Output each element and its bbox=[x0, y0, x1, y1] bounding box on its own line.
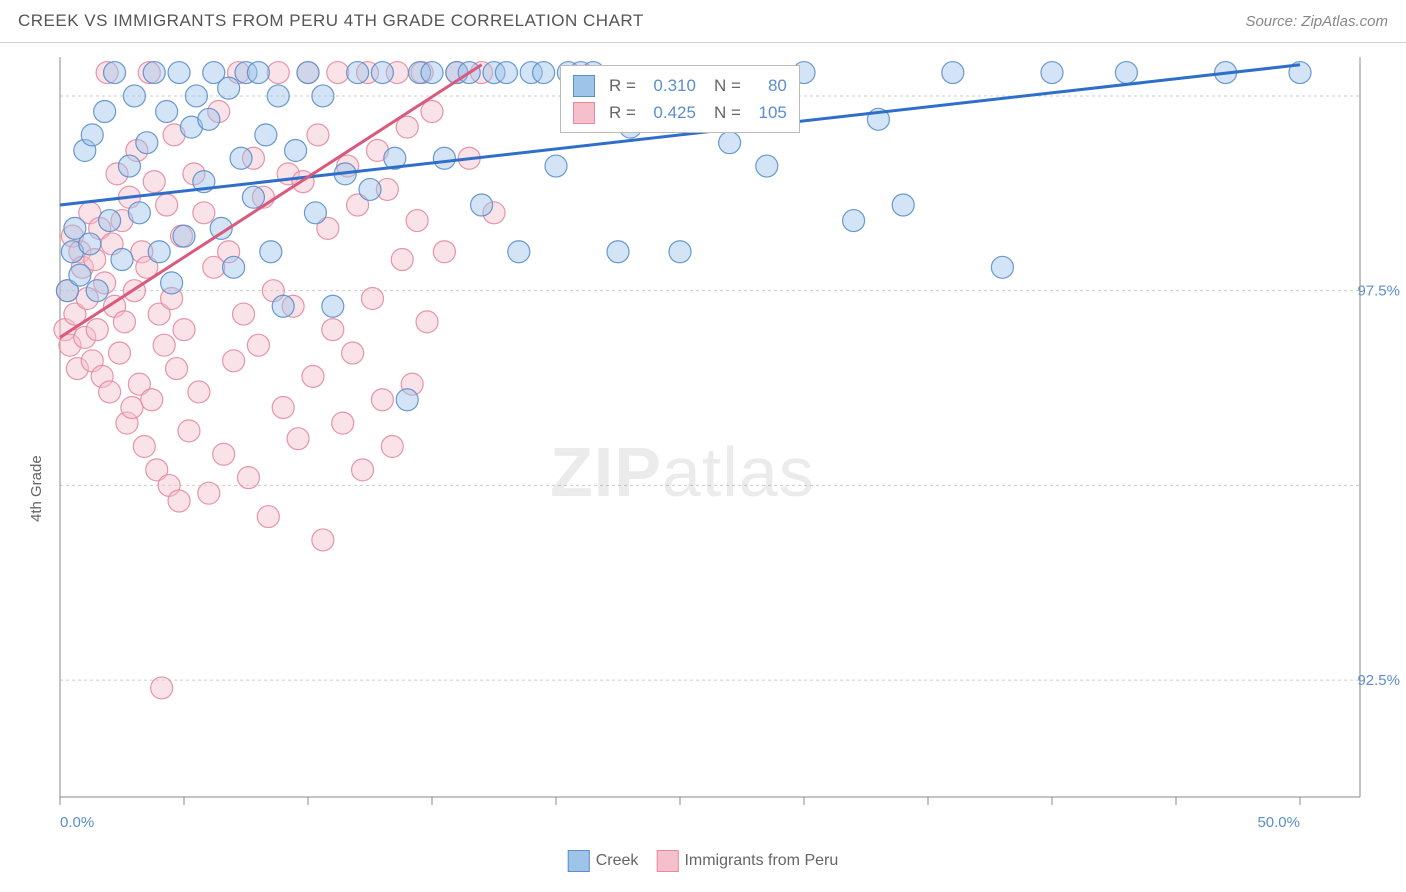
chart-source: Source: ZipAtlas.com bbox=[1245, 13, 1388, 30]
svg-text:92.5%: 92.5% bbox=[1357, 672, 1400, 689]
plot-container: 92.5%97.5%0.0%50.0% 4th Grade ZIPatlas R… bbox=[0, 42, 1406, 892]
svg-text:50.0%: 50.0% bbox=[1257, 814, 1300, 831]
chart-title: CREEK VS IMMIGRANTS FROM PERU 4TH GRADE … bbox=[18, 11, 644, 31]
scatter-chart: 92.5% 97.5% 0.0% 50.0% bbox=[0, 42, 1406, 892]
legend: Creek Immigrants from Peru bbox=[568, 850, 839, 872]
stat-row: R =0.425N =105 bbox=[573, 99, 787, 126]
legend-swatch bbox=[656, 850, 678, 872]
chart-header: CREEK VS IMMIGRANTS FROM PERU 4TH GRADE … bbox=[0, 0, 1406, 43]
svg-text:0.0%: 0.0% bbox=[60, 814, 94, 831]
series-swatch bbox=[573, 75, 595, 97]
legend-swatch bbox=[568, 850, 590, 872]
stat-row: R =0.310N =80 bbox=[573, 72, 787, 99]
y-axis-label: 4th Grade bbox=[28, 455, 45, 522]
legend-item: Creek bbox=[568, 850, 639, 872]
legend-item: Immigrants from Peru bbox=[656, 850, 838, 872]
correlation-stat-box: R =0.310N =80R =0.425N =105 bbox=[560, 65, 800, 133]
series-swatch bbox=[573, 102, 595, 124]
svg-text:97.5%: 97.5% bbox=[1357, 283, 1400, 300]
